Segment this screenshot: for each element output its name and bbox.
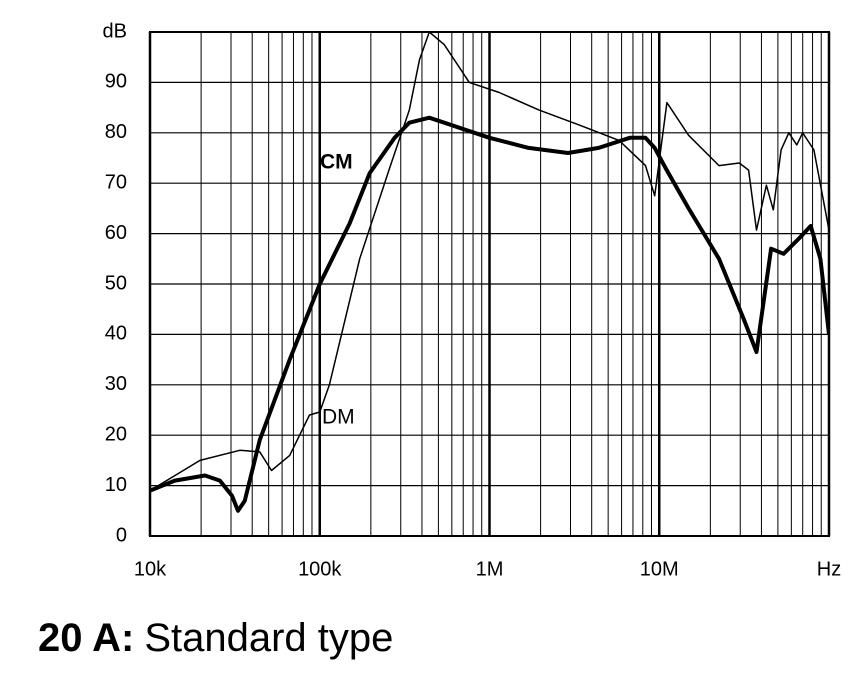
plot-frame bbox=[149, 31, 830, 537]
y-tick-label: 70 bbox=[105, 171, 127, 193]
title-lead: 20 A: bbox=[38, 616, 134, 660]
x-tick-label: Hz bbox=[817, 558, 841, 580]
y-tick-label: 80 bbox=[105, 121, 127, 143]
x-tick-label: 10k bbox=[134, 558, 167, 580]
y-tick-label: 90 bbox=[105, 71, 127, 93]
chart-title: 20 A: Standard type bbox=[38, 616, 393, 660]
title-text: Standard type bbox=[144, 616, 393, 660]
x-tick-label: 100k bbox=[298, 558, 342, 580]
series-label: CM bbox=[320, 151, 353, 174]
y-tick-label: 30 bbox=[105, 373, 127, 395]
series-label: DM bbox=[322, 406, 355, 429]
y-tick-label: dB bbox=[103, 20, 127, 42]
series-line bbox=[150, 31, 829, 492]
y-tick-label: 0 bbox=[116, 524, 127, 546]
x-tick-label: 1M bbox=[476, 558, 504, 580]
y-tick-label: 20 bbox=[105, 423, 127, 445]
y-tick-label: 40 bbox=[105, 323, 127, 345]
y-tick-label: 60 bbox=[105, 222, 127, 244]
x-tick-label: 10M bbox=[640, 558, 679, 580]
y-tick-label: 10 bbox=[105, 474, 127, 496]
series-line bbox=[150, 115, 829, 513]
y-tick-label: 50 bbox=[105, 272, 127, 294]
